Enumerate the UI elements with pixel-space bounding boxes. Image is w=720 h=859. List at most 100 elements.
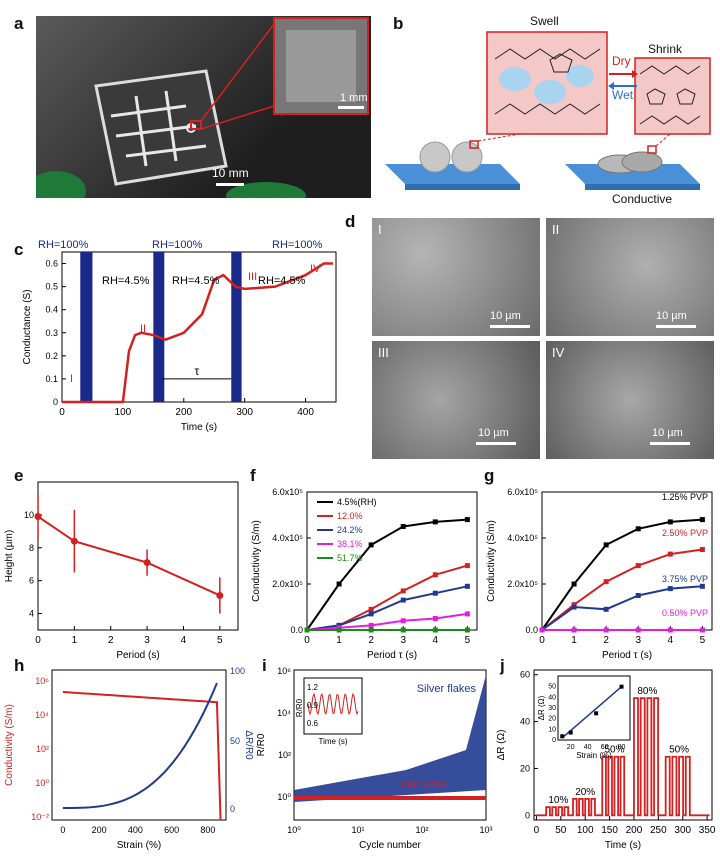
x-tick-label: 300 (674, 825, 691, 836)
series-point (635, 563, 641, 569)
x-tick-label: 0 (60, 825, 65, 835)
inset-x-tick: 80 (618, 744, 626, 751)
legend-label: 4.5%(RH) (337, 497, 377, 507)
wet-label: Wet (612, 88, 634, 102)
y-tick-label: 0.1 (45, 374, 58, 384)
rh-high-label: RH=100% (38, 239, 89, 251)
x-tick-label: 100 (115, 407, 132, 418)
inset-y-tick: 0.6 (307, 719, 319, 728)
strain-label: 50% (604, 745, 624, 756)
series-point (539, 627, 545, 633)
strain-label: 20% (575, 787, 595, 798)
x-tick-label: 4 (181, 635, 187, 646)
y-tick-label: 0.2 (45, 351, 58, 361)
inset-y-tick: 10 (548, 726, 556, 733)
stage-label: I (70, 373, 73, 385)
x-axis-label: Cycle number (359, 840, 421, 851)
series-label: 2.50% PVP (662, 528, 708, 538)
photo-scale-label: 10 mm (212, 166, 249, 180)
x-tick-label: 800 (200, 825, 215, 835)
inset-oscillation (307, 692, 359, 716)
series-point (432, 590, 438, 596)
x-tick-label: 10⁰ (287, 825, 301, 835)
series-point (432, 519, 438, 525)
x-tick-label: 0 (304, 635, 310, 646)
series-point (368, 542, 374, 548)
rh-low-label: RH=4.5% (172, 275, 220, 287)
series-point (400, 618, 406, 624)
x-tick-label: 1 (72, 635, 78, 646)
shrink-label: Shrink (648, 42, 683, 56)
panel-letter-g: g (484, 466, 495, 485)
inset-x-tick: 20 (567, 744, 575, 751)
sem-image-4: IV 10 µm (546, 341, 714, 459)
y-axis-label: ΔR (Ω) (496, 730, 507, 761)
series-point (699, 583, 705, 589)
y-tick-label: 10 (24, 510, 34, 520)
series-point (464, 517, 470, 523)
legend-label: 38.1% (337, 539, 363, 549)
rh-100-band (153, 252, 165, 402)
y-tick-label-left: 10⁻² (31, 812, 49, 822)
y-tick-label: 10⁶ (277, 666, 291, 676)
y-tick-label: 2.0x10⁵ (272, 579, 303, 589)
plot-frame (61, 251, 337, 403)
x-tick-label: 10¹ (351, 825, 364, 835)
x-tick-label: 2 (603, 635, 609, 646)
inset-point (619, 684, 624, 689)
inset-y-label: R/R0 (295, 698, 304, 717)
height-point (143, 559, 151, 567)
plot-frame (51, 669, 227, 821)
x-tick-label: 0 (534, 825, 540, 836)
sem-stage-label-4: IV (552, 345, 565, 360)
strain-label: 80% (637, 686, 657, 697)
y-tick-label: 0 (53, 397, 58, 407)
series-point (432, 627, 438, 633)
series-point (667, 586, 673, 592)
x-tick-label: 200 (92, 825, 107, 835)
sem-scale-bar-3 (476, 442, 516, 445)
panel-letter-b: b (393, 14, 404, 33)
y-tick-label: 40 (520, 717, 530, 727)
x-axis-label: Period τ (s) (367, 650, 417, 660)
series-point (368, 622, 374, 628)
y-axis-label: Conductivity (S/m) (251, 520, 262, 602)
series-point (400, 588, 406, 594)
resistance-curve (62, 682, 218, 809)
y-axis-label-left: Conductivity (S/m) (4, 704, 15, 786)
x-tick-label: 100 (577, 825, 594, 836)
inset-y-tick: 0 (552, 737, 556, 744)
x-tick-label: 150 (601, 825, 618, 836)
inset-x-label: Strain (%) (576, 751, 612, 760)
height-line (37, 515, 221, 597)
series-point (635, 627, 641, 633)
series-line (306, 612, 468, 631)
x-tick-label: 350 (699, 825, 716, 836)
x-axis-label: Time (s) (605, 840, 641, 851)
panel-letter-f: f (250, 466, 256, 485)
x-tick-label: 400 (128, 825, 143, 835)
our-work-label: Our work (401, 779, 446, 791)
panel-letter-c: c (14, 240, 24, 259)
x-tick-label: 2 (108, 635, 114, 646)
x-tick-label: 5 (465, 635, 471, 646)
inset-scale-bar (338, 106, 364, 109)
series-point (667, 519, 673, 525)
series-point (368, 606, 374, 612)
series-point (432, 572, 438, 578)
x-tick-label: 10² (415, 825, 428, 835)
series-label: 0.50% PVP (662, 608, 708, 618)
inset-x-tick: 60 (601, 744, 609, 751)
inset-y-tick: 0.9 (307, 701, 319, 710)
x-tick-label: 3 (144, 635, 150, 646)
inset-y-tick: 50 (548, 684, 556, 691)
inset-scale-label: 1 mm (340, 92, 368, 104)
stage-label: III (248, 271, 257, 283)
series-point (464, 611, 470, 617)
inset-y-tick: 40 (548, 694, 556, 701)
y-tick-label: 2.0x10⁵ (507, 579, 538, 589)
chart-conductivity-strain: 0 200 400 600 800 10⁶ 10⁴ 10² 10⁰ 10⁻² 0 50 100 Strai… (4, 666, 254, 851)
conductance-curve (62, 262, 333, 404)
plot-frame (37, 481, 239, 631)
x-tick-label: 3 (635, 635, 641, 646)
